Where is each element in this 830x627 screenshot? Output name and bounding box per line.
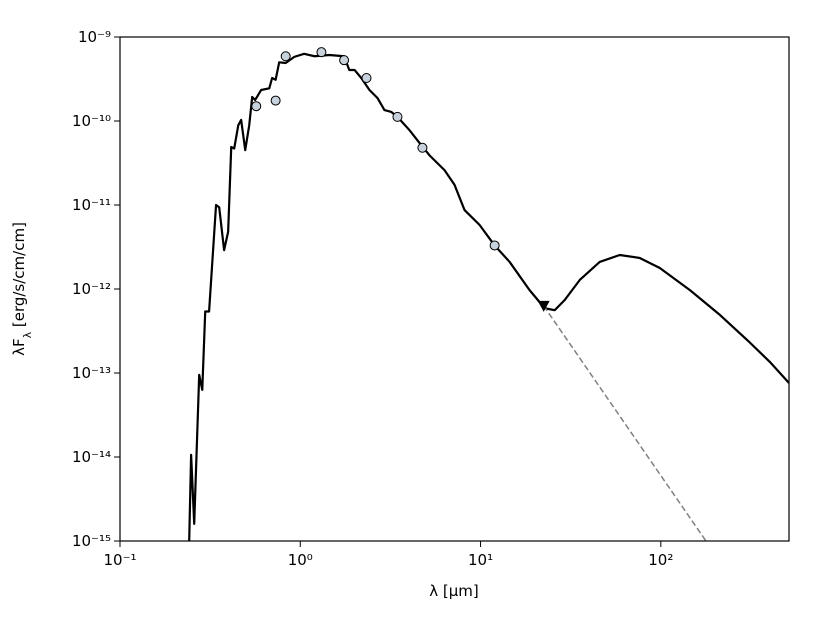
x-tick-label: 10⁻¹ xyxy=(103,551,136,569)
y-tick-label: 10⁻¹² xyxy=(72,280,111,298)
y-tick-label: 10⁻¹⁴ xyxy=(72,448,111,466)
y-tick-label: 10⁻¹⁰ xyxy=(72,112,111,130)
plot-area xyxy=(188,47,789,541)
x-axis-label: λ [μm] xyxy=(429,582,479,600)
y-label-unit: [erg/s/cm/cm] xyxy=(10,222,28,332)
x-tick-label: 10⁰ xyxy=(288,551,313,569)
photometry-point xyxy=(316,47,327,58)
model-line xyxy=(543,305,707,541)
y-label-sub: λ xyxy=(21,331,34,338)
y-tick-label: 10⁻¹¹ xyxy=(72,196,111,214)
model-line xyxy=(188,52,789,541)
photometry-point xyxy=(270,95,281,106)
photometry-point xyxy=(280,51,291,62)
photometry-point xyxy=(489,240,500,251)
y-tick-label: 10⁻⁹ xyxy=(78,28,111,46)
y-axis-label: λFλ [erg/s/cm/cm] xyxy=(10,222,34,356)
photometry-point xyxy=(392,111,403,122)
x-tick-label: 10² xyxy=(648,551,673,569)
y-tick-label: 10⁻¹³ xyxy=(72,364,111,382)
photometry-point xyxy=(251,101,262,112)
upper-limit-marker xyxy=(537,300,550,312)
photometry-point xyxy=(339,55,350,66)
photometry-point xyxy=(361,73,372,84)
x-tick-label: 10¹ xyxy=(468,551,493,569)
y-tick-label: 10⁻¹⁵ xyxy=(72,532,111,550)
y-label-main: λF xyxy=(10,338,28,356)
photometry-point xyxy=(417,142,428,153)
